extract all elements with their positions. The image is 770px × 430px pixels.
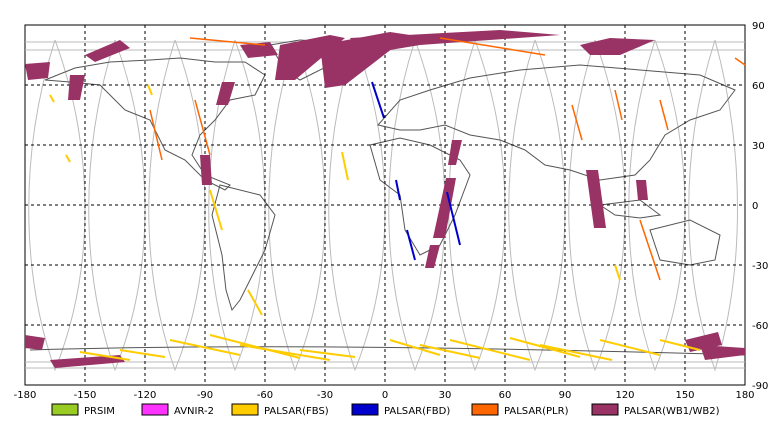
- lon-tick-label: -30: [317, 390, 333, 401]
- fbd-swath: [446, 191, 461, 246]
- lon-tick-label: -180: [14, 390, 37, 401]
- fbs-swath: [341, 151, 349, 181]
- fbs-swath: [65, 154, 71, 163]
- plr-swath: [149, 109, 163, 161]
- legend-label-prism: PRSIM: [84, 406, 115, 417]
- lon-tick-label: -60: [257, 390, 273, 401]
- wb-swath: [586, 170, 606, 228]
- legend-swatch-wb: [591, 403, 619, 416]
- fbd-swath: [406, 229, 416, 261]
- fbs-swath: [169, 339, 241, 356]
- lon-tick-label: 30: [439, 390, 452, 401]
- lon-tick-label: 150: [675, 390, 694, 401]
- fbs-swath: [247, 289, 263, 316]
- lon-tick-label: 120: [615, 390, 634, 401]
- wb-swath: [240, 42, 278, 58]
- legend: PRSIM AVNIR-2 PALSAR(FBS) PALSAR(FBD) PALSAR…: [51, 403, 720, 417]
- fbs-swath: [539, 344, 613, 361]
- lat-tick-label: -60: [752, 321, 768, 332]
- lat-tick-label: 60: [752, 81, 765, 92]
- fbs-swath: [509, 337, 581, 358]
- wb-swath: [350, 30, 560, 55]
- fbs-swath: [209, 189, 223, 231]
- fbd-swath: [371, 81, 385, 119]
- lon-tick-label: -120: [134, 390, 157, 401]
- plr-swath: [194, 99, 211, 156]
- lon-tick-label: 0: [382, 390, 388, 401]
- fbs-swath: [659, 339, 701, 351]
- fbs-swath: [299, 349, 356, 358]
- wb-swath: [425, 245, 440, 268]
- longitude-tick-labels: -180 -150 -120 -90 -60 -30 0 30 60 90 120 150 180: [14, 390, 755, 401]
- lat-tick-label: -30: [752, 261, 768, 272]
- legend-label-plr: PALSAR(PLR): [504, 406, 569, 417]
- wb-swath: [85, 40, 130, 62]
- fbs-swath: [119, 349, 166, 358]
- wb-swath: [433, 178, 456, 238]
- lon-tick-label: 180: [735, 390, 754, 401]
- legend-swatch-fbd: [351, 403, 379, 416]
- plr-swath: [659, 99, 669, 131]
- legend-label-fbd: PALSAR(FBD): [384, 406, 450, 417]
- latitude-tick-labels: 90 60 30 0 -30 -60 -90: [752, 21, 768, 392]
- fbs-swath: [449, 339, 531, 361]
- plr-swath: [189, 37, 266, 46]
- fbs-swath: [79, 351, 131, 361]
- lat-tick-label: -90: [752, 381, 768, 392]
- wb-swath: [200, 155, 212, 185]
- legend-swatch-fbs: [231, 403, 259, 416]
- legend-label-fbs: PALSAR(FBS): [264, 406, 329, 417]
- wb-swath: [25, 62, 50, 80]
- fbs-swath: [147, 84, 153, 96]
- wb-swath: [448, 140, 462, 165]
- fbs-swath: [239, 344, 331, 361]
- lon-tick-label: -90: [197, 390, 213, 401]
- legend-swatch-plr: [471, 403, 499, 416]
- lon-tick-label: 60: [499, 390, 512, 401]
- fbs-swath: [49, 94, 55, 103]
- wb-swath: [580, 38, 655, 55]
- fbs-swath: [419, 344, 481, 359]
- plr-swath: [734, 57, 746, 66]
- lon-tick-label: 90: [559, 390, 572, 401]
- wb-swath: [50, 355, 125, 368]
- legend-label-wb: PALSAR(WB1/WB2): [624, 406, 720, 417]
- fbs-swath: [389, 339, 441, 356]
- lon-tick-label: -150: [74, 390, 97, 401]
- wb-swath: [700, 345, 745, 360]
- lat-tick-label: 90: [752, 21, 765, 32]
- plr-swath: [639, 219, 661, 281]
- legend-swatch-avnir2: [141, 403, 169, 416]
- wb-swath: [216, 82, 235, 105]
- acquisition-swaths: [25, 30, 746, 368]
- wb-swath: [68, 75, 85, 100]
- wb-swath: [636, 180, 648, 200]
- plr-swath: [614, 89, 623, 121]
- legend-swatch-prism: [51, 403, 79, 416]
- plr-swath: [571, 104, 583, 141]
- fbs-swath: [614, 264, 621, 281]
- lat-tick-label: 30: [752, 141, 765, 152]
- fbs-swath: [599, 339, 661, 356]
- legend-label-avnir2: AVNIR-2: [174, 406, 214, 417]
- lat-tick-label: 0: [752, 201, 758, 212]
- graticule: [25, 25, 745, 385]
- fbd-swath: [395, 179, 401, 201]
- wb-swath: [25, 335, 45, 350]
- plr-swath: [439, 37, 546, 56]
